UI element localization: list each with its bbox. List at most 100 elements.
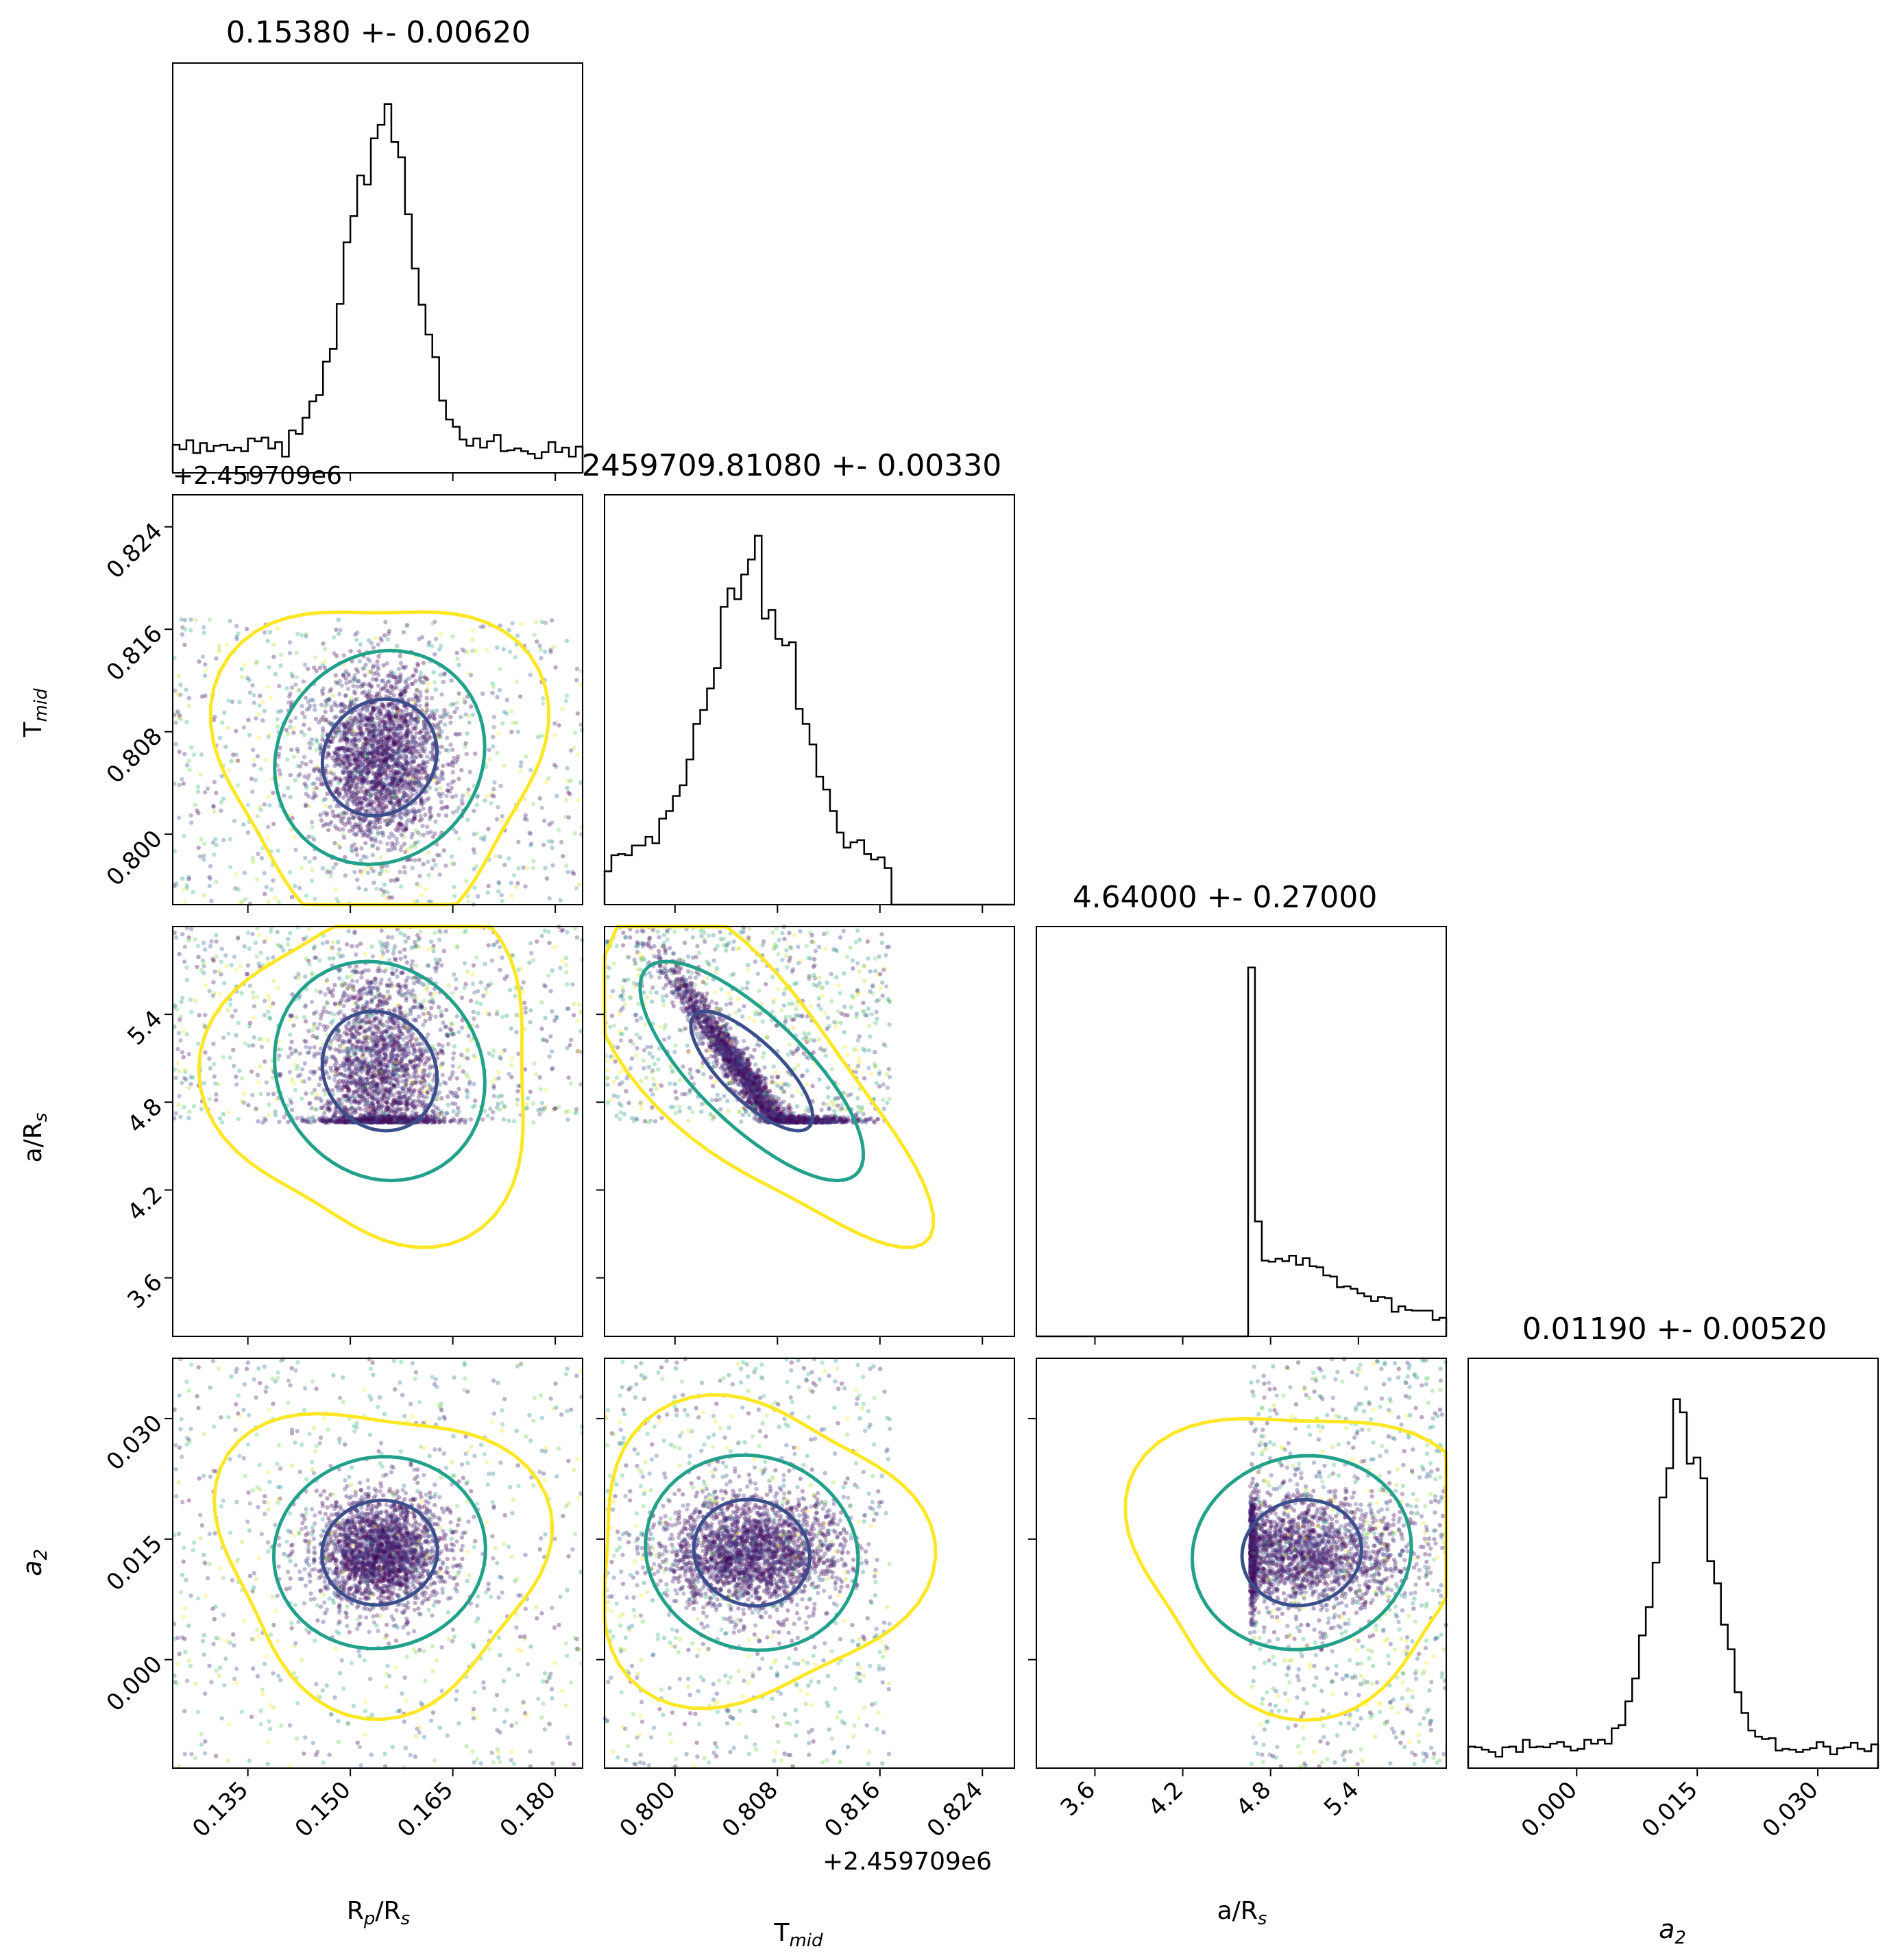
sample-point [368, 793, 373, 798]
sample-point [570, 982, 575, 987]
sample-point [375, 846, 380, 851]
sample-point [357, 769, 362, 774]
sample-point [557, 723, 561, 728]
sample-point [304, 762, 308, 767]
sample-point [219, 946, 224, 951]
sample-point [252, 1016, 256, 1020]
sample-point [369, 866, 374, 870]
sample-point [417, 736, 422, 741]
sample-point [439, 692, 444, 697]
sample-point [239, 675, 245, 680]
sample-point [312, 768, 317, 774]
sample-point [371, 843, 376, 848]
sample-point [499, 893, 504, 898]
sample-point [529, 951, 534, 956]
sample-point [426, 796, 431, 801]
sample-point [252, 757, 256, 763]
sample-point [369, 750, 375, 755]
sample-point [367, 659, 372, 663]
sample-point [490, 1079, 495, 1085]
sample-point [382, 791, 388, 796]
sample-point [535, 939, 539, 944]
sample-point [306, 927, 312, 931]
sample-point [376, 794, 382, 799]
sample-point [404, 735, 409, 739]
sample-point [288, 724, 293, 729]
sample-point [173, 1111, 178, 1116]
sample-point [515, 679, 520, 684]
sample-point [322, 659, 327, 664]
sample-point [404, 745, 410, 750]
sample-point [509, 1026, 513, 1031]
sample-point [533, 620, 539, 624]
sample-point [459, 715, 463, 720]
sample-point [383, 681, 388, 686]
sample-point [239, 991, 244, 996]
sample-point [393, 761, 398, 766]
sample-point [516, 866, 521, 871]
sample-point [427, 807, 433, 811]
sample-point [241, 725, 246, 730]
sample-point [307, 741, 312, 746]
sample-point [387, 820, 392, 825]
sample-point [546, 776, 551, 781]
sample-point [242, 663, 247, 667]
sample-point [413, 744, 418, 750]
sample-point [566, 779, 571, 783]
sample-point [451, 1051, 456, 1056]
sample-point [419, 744, 425, 749]
sample-point [286, 1054, 291, 1059]
sample-point [497, 687, 502, 693]
sample-point [424, 701, 430, 707]
sample-point [449, 678, 454, 683]
sample-point [289, 1014, 295, 1018]
sample-point [347, 759, 352, 764]
sample-point [421, 739, 426, 744]
sample-point [472, 885, 477, 890]
sample-point [448, 702, 453, 707]
sample-point [415, 899, 420, 904]
sample-point [265, 956, 270, 961]
sample-point [363, 790, 369, 795]
sample-point [422, 749, 427, 755]
sample-point [415, 663, 421, 668]
sample-point [573, 731, 578, 735]
sample-point [393, 677, 398, 682]
sample-point [302, 1061, 307, 1066]
sample-point [329, 708, 334, 713]
sample-point [454, 809, 459, 813]
sample-point [409, 740, 413, 745]
sample-point [302, 722, 306, 727]
sample-point [528, 941, 533, 946]
sample-point [354, 853, 360, 857]
sample-point [403, 955, 408, 959]
sample-point [359, 871, 365, 876]
sample-point [254, 716, 258, 721]
sample-point [175, 1061, 180, 1066]
sample-point [379, 751, 384, 756]
sample-point [203, 673, 208, 678]
sample-point [201, 625, 206, 630]
sample-point [456, 663, 461, 667]
sample-point [399, 844, 404, 849]
sample-point [355, 684, 360, 689]
sample-point [446, 1042, 451, 1046]
sample-point [309, 737, 314, 742]
sample-point [342, 736, 348, 741]
sample-point [404, 678, 409, 683]
sample-point [391, 776, 396, 782]
sample-point [462, 961, 467, 966]
sample-point [334, 789, 339, 794]
sample-point [400, 765, 405, 770]
sample-point [357, 816, 362, 821]
sample-point [349, 775, 354, 780]
sample-point [564, 982, 570, 987]
sample-point [265, 685, 271, 689]
sample-point [276, 626, 280, 631]
sample-point [372, 749, 378, 755]
sample-point [523, 813, 528, 818]
sample-point [363, 792, 368, 796]
sample-point [391, 731, 395, 736]
sample-point [315, 1092, 319, 1097]
sample-point [360, 745, 365, 750]
